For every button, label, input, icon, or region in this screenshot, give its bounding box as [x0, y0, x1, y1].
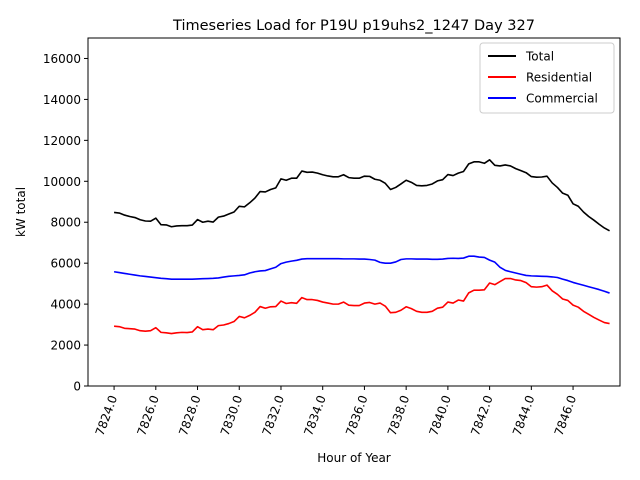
series-layer [113, 159, 610, 335]
series-line-residential [114, 277, 610, 335]
y-tick-label: 6000 [50, 257, 81, 271]
y-tick-label: 8000 [50, 216, 81, 230]
y-axis-label: kW total [14, 187, 28, 237]
series-line-commercial [113, 255, 610, 294]
y-axis-ticks: 0 2000 4000 6000 8000 10000 12000 14000 16000 [43, 52, 88, 394]
legend: Total Residential Commercial [479, 42, 615, 114]
legend-label-total: Total [525, 50, 554, 64]
x-axis-label: Hour of Year [317, 451, 391, 465]
y-tick-label: 14000 [43, 93, 81, 107]
y-tick-label: 12000 [43, 134, 81, 148]
y-tick-label: 10000 [43, 175, 81, 189]
series-line-total [113, 159, 610, 232]
plot-area-frame [87, 37, 621, 387]
y-tick-label: 0 [73, 380, 81, 394]
legend-label-commercial: Commercial [526, 92, 598, 106]
y-tick-label: 16000 [43, 52, 81, 66]
y-tick-label: 4000 [50, 298, 81, 312]
y-tick-label: 2000 [50, 339, 81, 353]
legend-box [479, 42, 615, 114]
chart-title: Timeseries Load for P19U p19uhs2_1247 Da… [172, 18, 535, 34]
legend-label-residential: Residential [526, 71, 592, 85]
